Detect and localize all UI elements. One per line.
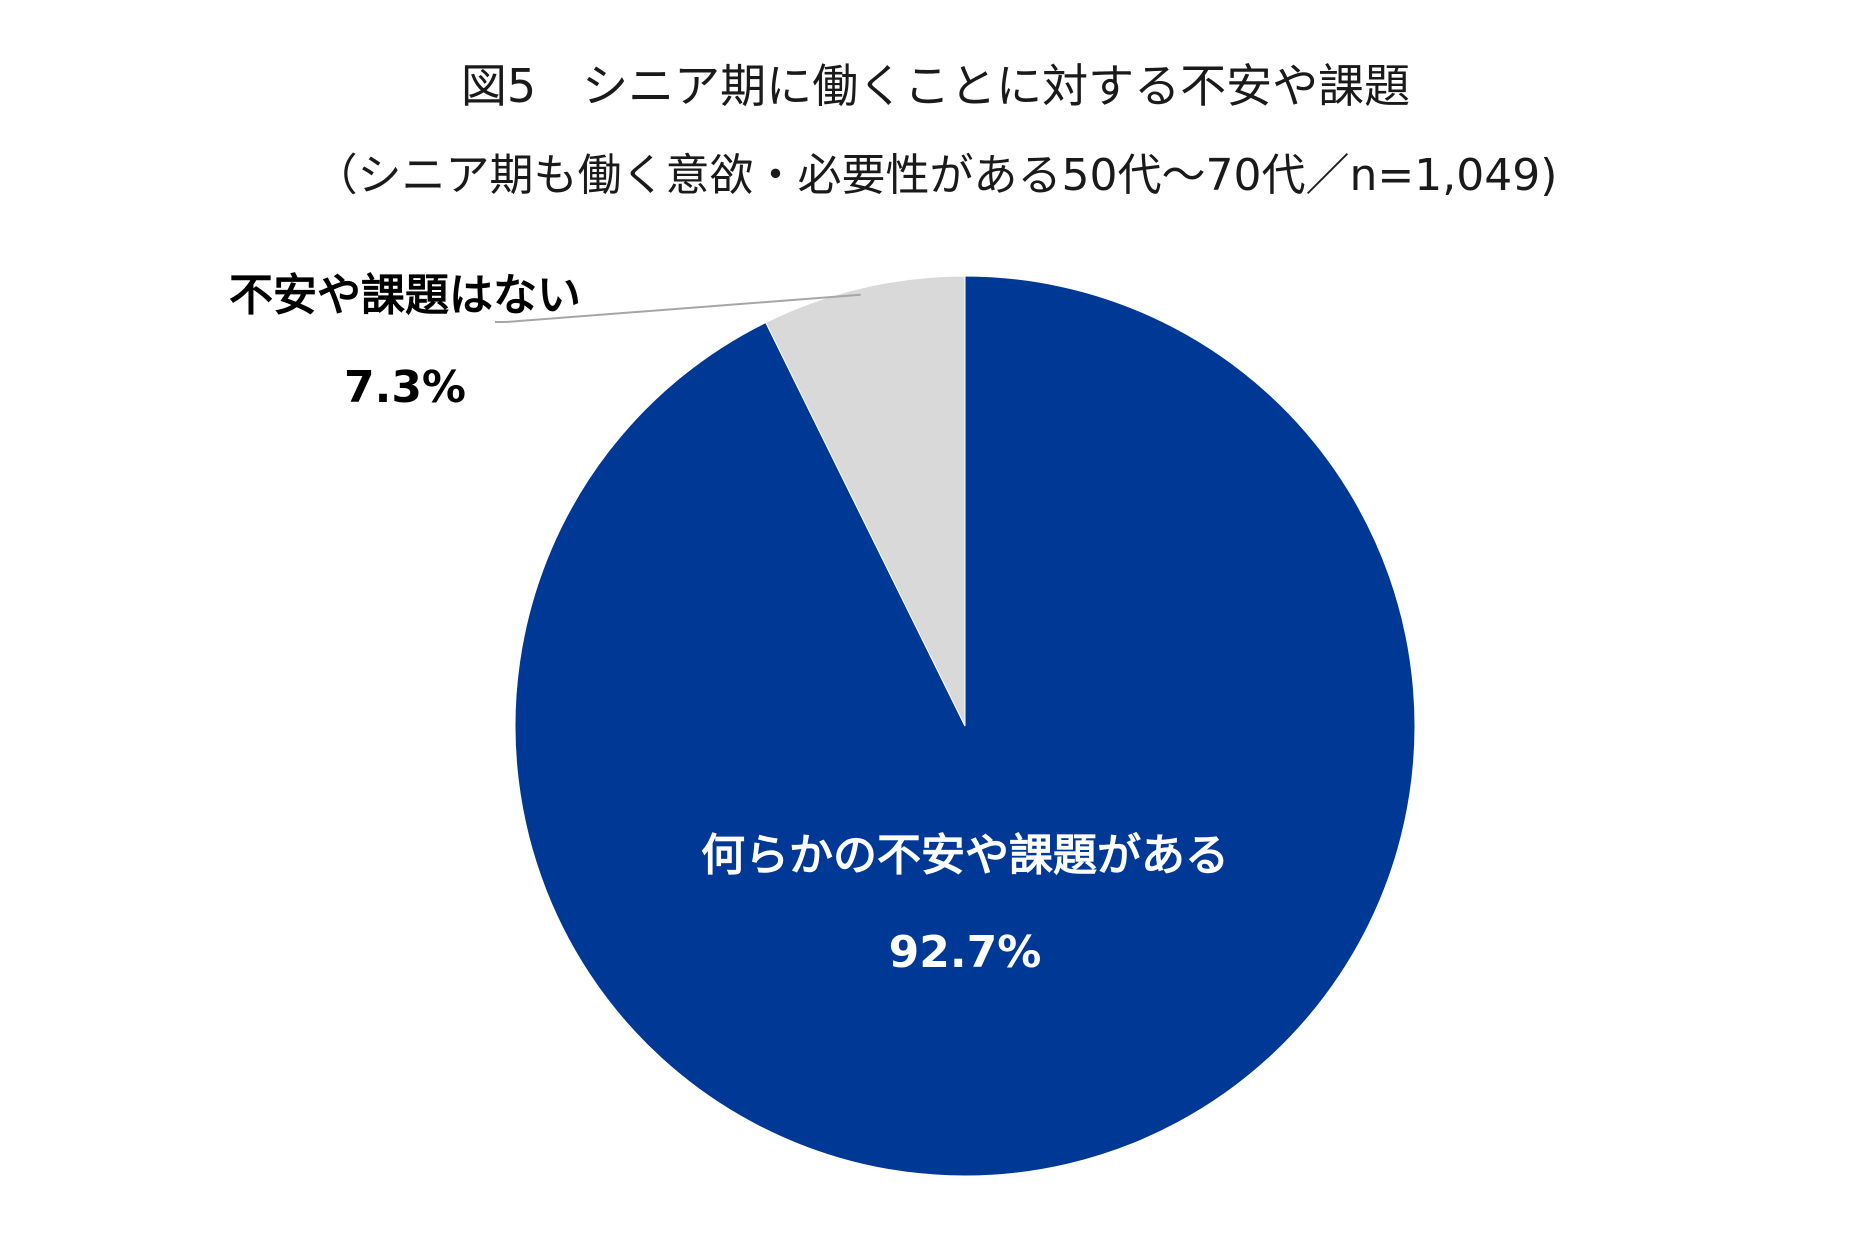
slice-label-2-name: 不安や課題はない bbox=[229, 270, 581, 321]
chart-subtitle: （シニア期も働く意欲・必要性がある50代～70代／n=1,049) bbox=[313, 150, 1558, 201]
chart-title: 図5 シニア期に働くことに対する不安や課題 bbox=[460, 59, 1411, 113]
slice-value-label-2: 7.3% bbox=[344, 362, 466, 413]
pie-slice-2 bbox=[765, 275, 966, 727]
leader-line-2 bbox=[495, 293, 861, 323]
pie-slices bbox=[514, 275, 1416, 1177]
slice-label-1-name: 何らかの不安や課題がある bbox=[701, 830, 1229, 881]
slice-value-label-1: 92.7% bbox=[889, 927, 1042, 978]
pie-labels: 何らかの不安や課題がある 92.7% 不安や課題はない 7.3% bbox=[229, 270, 1229, 978]
